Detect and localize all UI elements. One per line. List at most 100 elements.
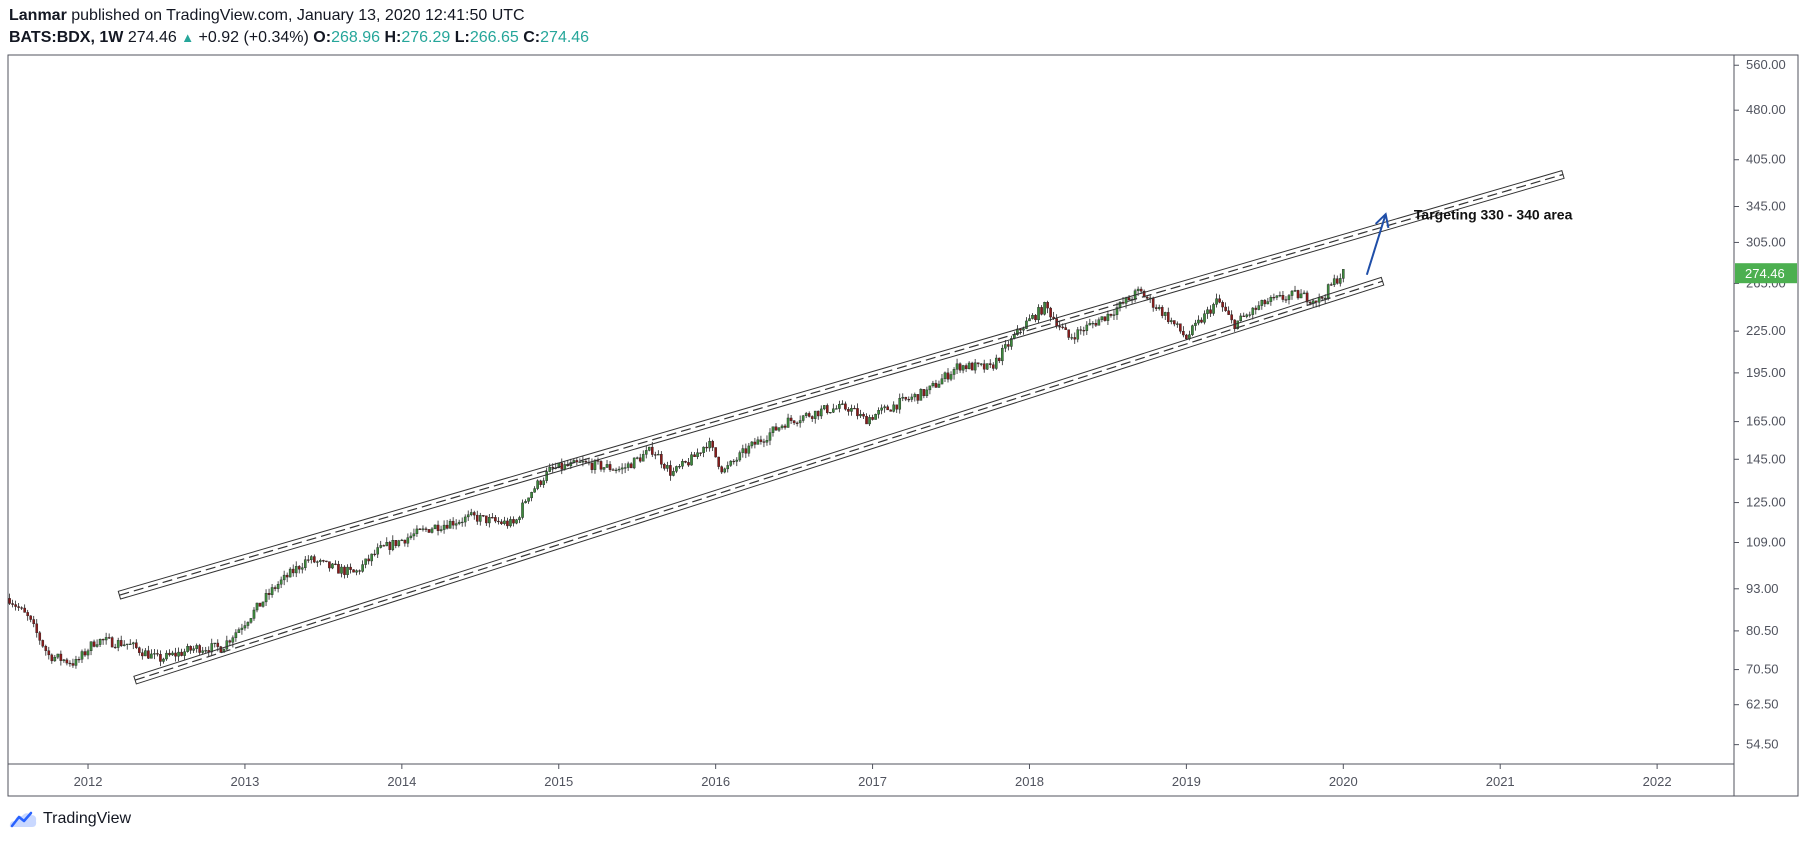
y-axis[interactable]: 560.00480.00405.00345.00305.00265.00225.…	[1734, 57, 1797, 752]
lower-channel-band[interactable]	[133, 276, 1385, 685]
candle-body	[451, 520, 455, 526]
candle-body	[593, 460, 597, 470]
price-chart[interactable]: 560.00480.00405.00345.00305.00265.00225.…	[0, 0, 1804, 800]
candle-body	[475, 514, 479, 522]
candle-body	[1200, 319, 1203, 323]
candle-body	[234, 632, 238, 638]
candle-body	[874, 414, 877, 420]
candle-body	[829, 411, 832, 414]
candle-body	[958, 363, 962, 371]
candle-body	[59, 653, 63, 661]
candle-body	[551, 466, 555, 469]
candle-body	[925, 389, 929, 397]
candle-body	[1007, 344, 1010, 347]
candle-body	[605, 464, 609, 468]
candle-body	[732, 460, 736, 463]
candle-body	[1305, 292, 1309, 303]
candle-body	[1046, 302, 1049, 309]
candle-body	[1293, 290, 1297, 292]
candle-body	[521, 502, 524, 518]
candle-body	[913, 394, 917, 398]
candle-body	[741, 448, 745, 453]
candle-body	[560, 462, 564, 470]
target-arrow-head-icon[interactable]	[1374, 212, 1390, 229]
y-tick-label: 195.00	[1746, 365, 1786, 380]
candle-body	[792, 420, 796, 424]
high-label: H:	[384, 29, 402, 46]
candle-body	[141, 652, 144, 657]
candle-body	[306, 559, 310, 561]
candle-body	[907, 399, 911, 401]
candle-body	[632, 457, 636, 469]
candle-body	[463, 516, 467, 523]
candle-body	[1040, 307, 1043, 315]
candle-body	[454, 523, 458, 526]
candle-body	[415, 528, 419, 534]
candle-body	[1206, 309, 1209, 314]
tradingview-cloud-icon[interactable]	[8, 809, 38, 829]
tradingview-brand[interactable]: TradingView	[43, 810, 132, 827]
symbol-label[interactable]: BATS:BDX, 1W	[9, 29, 124, 46]
last-price-badge-label: 274.46	[1745, 266, 1785, 281]
candle-body	[71, 663, 75, 666]
candle-body	[210, 643, 214, 653]
candle-body	[1326, 284, 1330, 299]
annotation-group[interactable]: Targeting 330 - 340 area	[1365, 206, 1573, 276]
candle-body	[20, 607, 23, 609]
candle-body	[998, 357, 1001, 362]
y-tick-label: 93.00	[1746, 581, 1779, 596]
candle-body	[56, 653, 60, 658]
candle-body	[1338, 278, 1342, 284]
candle-body	[964, 365, 968, 370]
author-name[interactable]: Lanmar	[9, 7, 67, 24]
candle-body	[310, 556, 313, 561]
y-tick-label: 345.00	[1746, 198, 1786, 213]
candle-body	[1341, 269, 1345, 279]
candle-body	[1028, 318, 1031, 322]
candle-body	[952, 369, 956, 375]
candle-body	[660, 454, 663, 465]
candle-body	[1127, 297, 1131, 301]
candle-body	[801, 415, 805, 421]
candle-body	[1212, 304, 1215, 314]
candle-body	[1070, 337, 1074, 339]
candle-body	[1251, 307, 1255, 315]
candle-body	[171, 652, 174, 656]
candle-body	[657, 454, 660, 456]
trend-channels[interactable]	[117, 170, 1565, 685]
candle-body	[379, 545, 383, 548]
target-arrow-shaft[interactable]	[1365, 213, 1387, 276]
candle-body	[406, 537, 410, 544]
candle-body	[23, 607, 26, 613]
target-annotation[interactable]: Targeting 330 - 340 area	[1414, 206, 1573, 222]
candle-body	[1287, 295, 1291, 300]
candle-body	[1215, 298, 1218, 305]
candle-body	[1067, 329, 1071, 338]
candle-body	[666, 465, 669, 469]
candle-body	[982, 363, 986, 370]
candle-body	[1106, 313, 1110, 321]
upper-channel-band[interactable]	[117, 170, 1565, 600]
candle-body	[934, 382, 938, 388]
last-price-badge[interactable]	[1735, 263, 1797, 284]
candle-body	[898, 397, 902, 410]
y-axis-area[interactable]	[1733, 54, 1799, 797]
candle-body	[611, 469, 615, 471]
x-axis-area[interactable]	[7, 763, 1735, 797]
chart-header: Lanmar published on TradingView.com, Jan…	[9, 6, 589, 48]
x-axis[interactable]: 2012 2013 2014 2015 2016 2017 2018 2019 2020 2021…	[74, 764, 1672, 789]
lower-channel-midline[interactable]	[134, 280, 1383, 681]
candle-body	[328, 561, 331, 569]
candle-body	[596, 460, 600, 462]
candle-body	[647, 446, 651, 451]
candle-body	[62, 659, 66, 661]
candle-body	[756, 439, 760, 445]
upper-channel-midline[interactable]	[119, 173, 1564, 596]
candle-body	[382, 545, 386, 547]
candle-body	[822, 405, 826, 410]
candle-body	[110, 637, 114, 648]
candle-body	[14, 604, 17, 607]
plot-area[interactable]	[7, 54, 1735, 765]
candle-body	[364, 558, 367, 565]
candle-body	[614, 469, 618, 471]
